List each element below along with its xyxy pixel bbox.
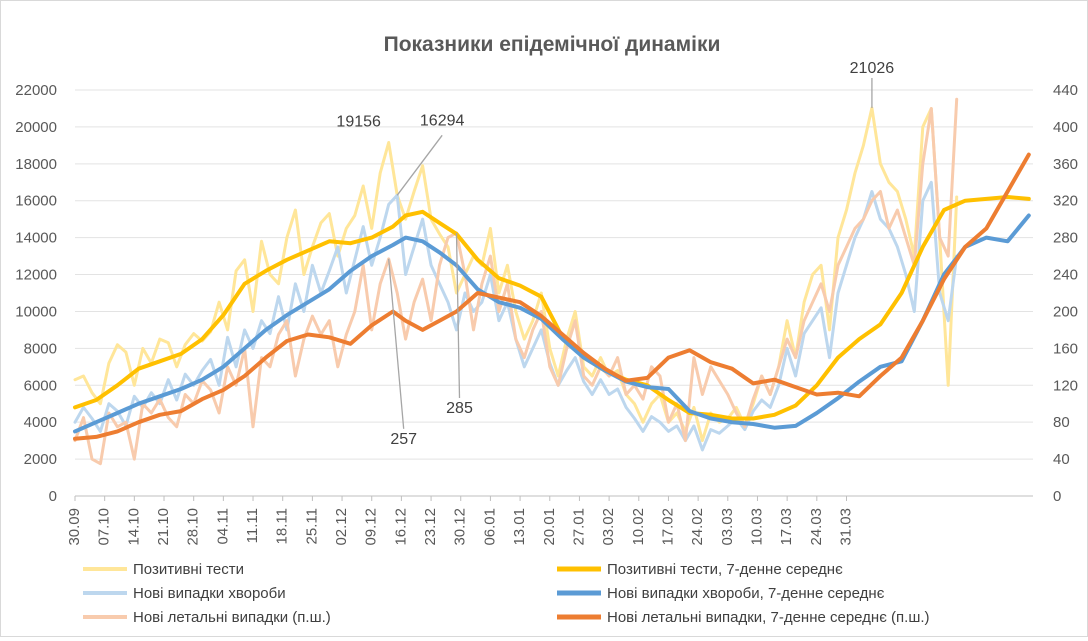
y-right-tick-label: 120 bbox=[1053, 377, 1078, 394]
annotation-label: 21026 bbox=[850, 60, 895, 77]
legend-item: Позитивні тести, 7-денне середнє bbox=[557, 561, 843, 578]
annotation-label: 16294 bbox=[420, 112, 465, 129]
y-left-tick-label: 2000 bbox=[24, 451, 57, 468]
legend-label: Нові випадки хвороби bbox=[133, 585, 286, 602]
legend-label: Нові летальні випадки, 7-денне середнє (… bbox=[607, 609, 930, 626]
legend-label: Нові випадки хвороби, 7-денне середнє bbox=[607, 585, 885, 602]
annotations: 19156 16294 21026 257 285 bbox=[336, 60, 894, 448]
x-tick-label: 14.10 bbox=[125, 508, 142, 546]
y-left-tick-label: 16000 bbox=[15, 193, 57, 210]
x-tick-label: 25.11 bbox=[303, 508, 320, 544]
series-layer bbox=[73, 97, 1031, 466]
legend-label: Позитивні тести, 7-денне середнє bbox=[607, 561, 843, 578]
x-tick-label: 27.01 bbox=[570, 508, 587, 546]
x-tick-label: 17.02 bbox=[659, 508, 676, 546]
y-right-tick-label: 240 bbox=[1053, 267, 1078, 284]
x-tick-label: 07.10 bbox=[96, 508, 113, 546]
y-right-tick-label: 80 bbox=[1053, 414, 1070, 431]
legend-label: Нові летальні випадки (п.ш.) bbox=[133, 609, 331, 626]
y-right-tick-label: 40 bbox=[1053, 451, 1070, 468]
chart-title: Показники епідемічної динаміки bbox=[384, 33, 721, 56]
grid-lines bbox=[75, 89, 1033, 497]
y-left-tick-label: 0 bbox=[49, 488, 57, 505]
x-tick-label: 03.03 bbox=[719, 508, 736, 546]
legend-item: Нові летальні випадки, 7-денне середнє (… bbox=[557, 609, 930, 626]
annotation-label: 19156 bbox=[336, 113, 381, 130]
y-left-tick-label: 8000 bbox=[24, 340, 57, 357]
x-tick-label: 02.12 bbox=[333, 508, 350, 546]
y-left-tick-label: 20000 bbox=[15, 119, 57, 136]
x-tick-label: 16.12 bbox=[392, 508, 409, 546]
x-tick-label: 20.01 bbox=[541, 508, 558, 546]
series-line bbox=[73, 106, 959, 443]
x-tick-label: 21.10 bbox=[155, 508, 172, 546]
y-left-tick-label: 22000 bbox=[15, 82, 57, 99]
x-tick-label: 09.12 bbox=[363, 508, 380, 546]
x-tick-label: 30.09 bbox=[66, 508, 83, 546]
x-tick-label: 10.02 bbox=[630, 508, 647, 546]
legend-label: Позитивні тести bbox=[133, 561, 244, 578]
legend: Позитивні тести Позитивні тести, 7-денне … bbox=[83, 561, 930, 626]
series-line bbox=[73, 152, 1031, 441]
x-tick-label: 23.12 bbox=[422, 508, 439, 546]
y-left-tick-label: 10000 bbox=[15, 303, 57, 320]
x-tick-label: 06.01 bbox=[481, 508, 498, 546]
x-tick-label: 04.11 bbox=[214, 508, 231, 544]
y-right-tick-label: 320 bbox=[1053, 193, 1078, 210]
annotation-leader bbox=[396, 134, 443, 196]
x-tick-label: 10.03 bbox=[748, 508, 765, 546]
y-right-tick-label: 440 bbox=[1053, 82, 1078, 99]
y-left-tick-label: 6000 bbox=[24, 377, 57, 394]
y-right-tick-label: 360 bbox=[1053, 156, 1078, 173]
annotation-label: 257 bbox=[390, 431, 417, 448]
y-left-tick-label: 18000 bbox=[15, 156, 57, 173]
legend-item: Нові летальні випадки (п.ш.) bbox=[83, 609, 331, 626]
y-left-tick-label: 14000 bbox=[15, 230, 57, 247]
series-line bbox=[73, 213, 1031, 434]
annotation-label: 285 bbox=[446, 400, 473, 417]
legend-item: Нові випадки хвороби bbox=[83, 585, 286, 602]
x-tick-label: 03.02 bbox=[600, 508, 617, 546]
legend-item: Позитивні тести bbox=[83, 561, 244, 578]
x-tick-label: 13.01 bbox=[511, 508, 528, 546]
axes: 0200040006000800010000120001400016000180… bbox=[15, 82, 1078, 546]
y-right-tick-label: 200 bbox=[1053, 303, 1078, 320]
x-tick-label: 31.03 bbox=[837, 508, 854, 546]
x-tick-label: 24.03 bbox=[808, 508, 825, 546]
x-tick-label: 28.10 bbox=[185, 508, 202, 546]
series-line bbox=[73, 195, 1031, 421]
x-tick-label: 24.02 bbox=[689, 508, 706, 546]
annotation-leader bbox=[455, 233, 461, 399]
y-right-tick-label: 160 bbox=[1053, 340, 1078, 357]
y-right-tick-label: 400 bbox=[1053, 119, 1078, 136]
y-right-tick-label: 280 bbox=[1053, 230, 1078, 247]
legend-item: Нові випадки хвороби, 7-денне середнє bbox=[557, 585, 885, 602]
y-left-tick-label: 12000 bbox=[15, 267, 57, 284]
y-left-tick-label: 4000 bbox=[24, 414, 57, 431]
y-right-tick-label: 0 bbox=[1053, 488, 1061, 505]
series-line bbox=[73, 97, 959, 466]
x-tick-label: 17.03 bbox=[778, 508, 795, 546]
x-tick-label: 30.12 bbox=[452, 508, 469, 546]
annotation-leader bbox=[388, 258, 405, 429]
x-tick-label: 11.11 bbox=[244, 508, 261, 543]
x-tick-label: 18.11 bbox=[274, 508, 291, 544]
